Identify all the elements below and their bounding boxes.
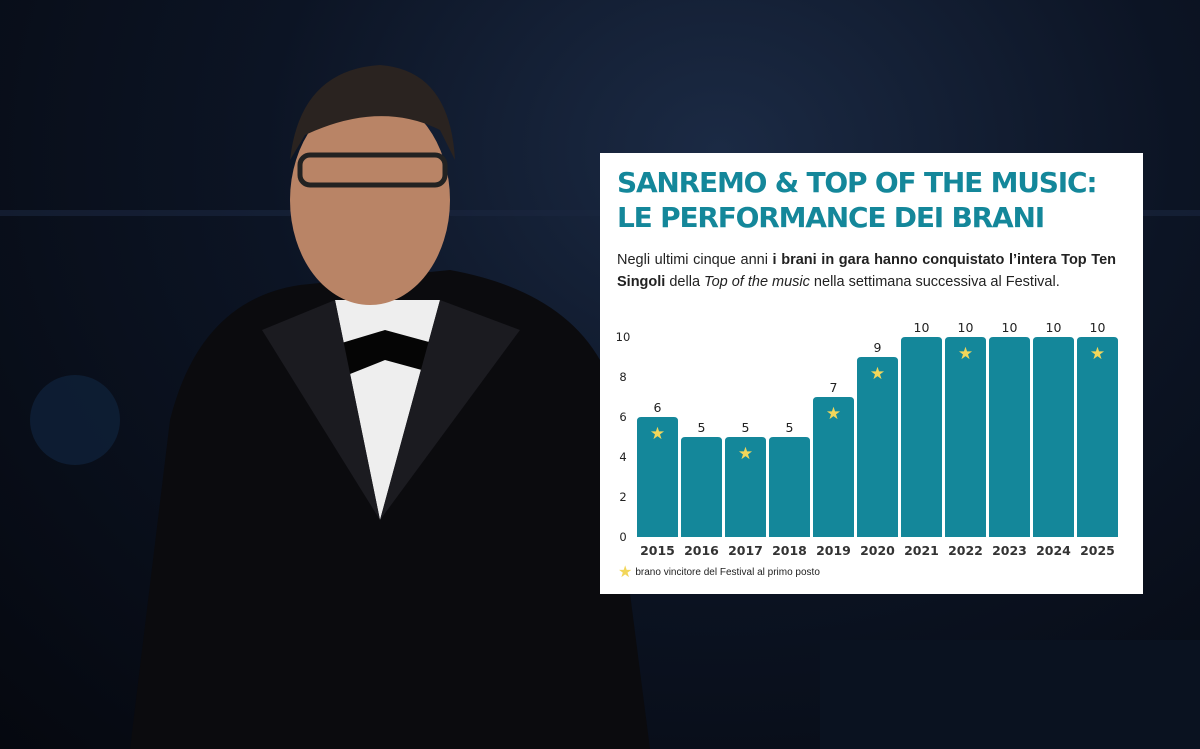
star-icon: ★ bbox=[826, 404, 841, 423]
x-tick-label: 2022 bbox=[948, 543, 983, 558]
chart-subtitle: Negli ultimi cinque anni i brani in gara… bbox=[617, 249, 1116, 293]
value-label: 7 bbox=[830, 380, 838, 395]
bar bbox=[813, 397, 854, 537]
bar bbox=[637, 417, 678, 537]
star-icon: ★ bbox=[650, 424, 665, 443]
subtitle-part: i brani in gara hanno conquistato l’inte… bbox=[617, 252, 1116, 290]
legend: ★ brano vincitore del Festival al primo … bbox=[618, 562, 820, 582]
bar bbox=[1077, 337, 1118, 537]
star-icon: ★ bbox=[1090, 344, 1105, 363]
x-tick-label: 2017 bbox=[728, 543, 763, 558]
value-label: 9 bbox=[874, 340, 882, 355]
x-tick-label: 2021 bbox=[904, 543, 939, 558]
x-tick-label: 2015 bbox=[640, 543, 675, 558]
value-label: 6 bbox=[654, 400, 662, 415]
value-label: 5 bbox=[786, 420, 794, 435]
value-label: 10 bbox=[1002, 320, 1018, 335]
x-tick-label: 2023 bbox=[992, 543, 1027, 558]
x-tick-label: 2025 bbox=[1080, 543, 1115, 558]
y-tick-label: 4 bbox=[619, 450, 626, 464]
bar bbox=[945, 337, 986, 537]
x-tick-label: 2020 bbox=[860, 543, 895, 558]
bar bbox=[857, 357, 898, 537]
star-icon: ★ bbox=[618, 564, 633, 581]
chart-title: SANREMO & TOP OF THE MUSIC: LE PERFORMAN… bbox=[617, 166, 1098, 234]
x-tick-label: 2016 bbox=[684, 543, 719, 558]
x-tick-label: 2024 bbox=[1036, 543, 1071, 558]
y-tick-label: 6 bbox=[619, 410, 626, 424]
x-tick-label: 2019 bbox=[816, 543, 851, 558]
subtitle-part: Negli ultimi cinque anni bbox=[617, 252, 773, 268]
star-icon: ★ bbox=[870, 364, 885, 383]
x-tick-label: 2018 bbox=[772, 543, 807, 558]
subtitle-part: Top of the music bbox=[704, 274, 810, 290]
y-tick-label: 8 bbox=[619, 370, 626, 384]
chart-card: SANREMO & TOP OF THE MUSIC: LE PERFORMAN… bbox=[600, 153, 1143, 594]
value-label: 10 bbox=[958, 320, 974, 335]
value-label: 10 bbox=[1090, 320, 1106, 335]
subtitle-part: della bbox=[665, 274, 705, 290]
subtitle-part: nella settimana successiva al Festival. bbox=[809, 274, 1060, 290]
value-label: 5 bbox=[742, 420, 750, 435]
bar bbox=[1033, 337, 1074, 537]
bar bbox=[901, 337, 942, 537]
bar bbox=[989, 337, 1030, 537]
y-tick-label: 2 bbox=[619, 490, 626, 504]
bar bbox=[725, 437, 766, 537]
bar bbox=[769, 437, 810, 537]
bar-chart: 0 2 4 6 8 10 6 2015 ★ 5 2016 5 2017 ★ 5 2018 7 2019 ★ 9 2020… bbox=[616, 320, 1118, 558]
star-icon: ★ bbox=[958, 344, 973, 363]
legend-label: brano vincitore del Festival al primo po… bbox=[635, 566, 820, 578]
star-icon: ★ bbox=[738, 444, 753, 463]
value-label: 5 bbox=[698, 420, 706, 435]
y-tick-label: 0 bbox=[619, 530, 626, 544]
value-label: 10 bbox=[1046, 320, 1062, 335]
y-tick-label: 10 bbox=[616, 330, 631, 344]
value-label: 10 bbox=[914, 320, 930, 335]
bar bbox=[681, 437, 722, 537]
